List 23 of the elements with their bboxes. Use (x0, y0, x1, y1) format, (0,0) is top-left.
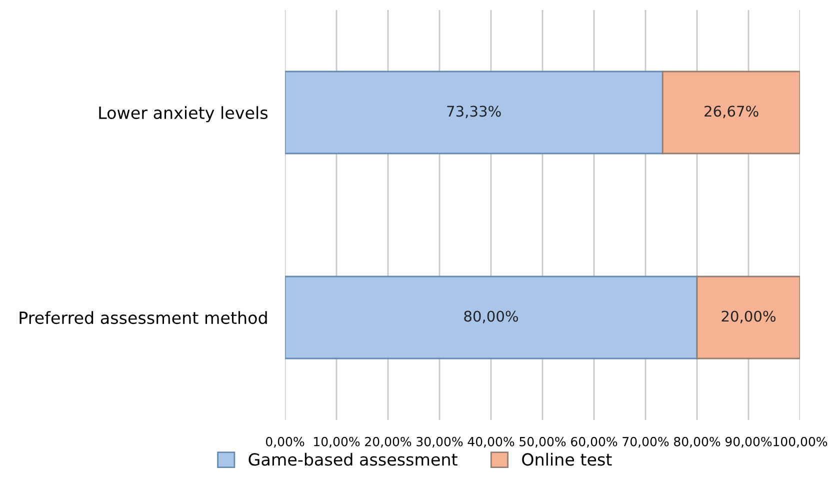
bar (285, 276, 698, 360)
data-label: 80,00% (464, 310, 518, 324)
data-label: 73,33% (447, 106, 501, 118)
x-tick-label: 30,00% (416, 436, 463, 448)
bar (285, 70, 664, 154)
x-tick-label: 20,00% (365, 436, 412, 448)
bar (662, 70, 800, 154)
data-label: 26,67% (704, 106, 758, 118)
x-tick-label: 60,00% (571, 436, 618, 448)
x-tick-label: 80,00% (674, 436, 720, 448)
x-tick-label: 70,00% (622, 436, 669, 448)
x-tick-label: 50,00% (520, 436, 566, 448)
x-tick-label: 90,00% (725, 436, 772, 448)
x-tick-label: 0,00% (266, 436, 304, 448)
legend-label: Game-based assessment (248, 452, 458, 466)
x-tick-label: 40,00% (468, 436, 514, 448)
x-tick-label: 100,00% (774, 436, 828, 448)
bar (696, 276, 800, 360)
x-tick-label: 10,00% (314, 436, 360, 448)
y-tick-label: Preferred assessment method (20, 311, 267, 324)
data-label: 20,00% (722, 310, 776, 324)
legend-label: Online test (522, 452, 612, 466)
y-tick-label: Lower anxiety levels (99, 106, 268, 122)
